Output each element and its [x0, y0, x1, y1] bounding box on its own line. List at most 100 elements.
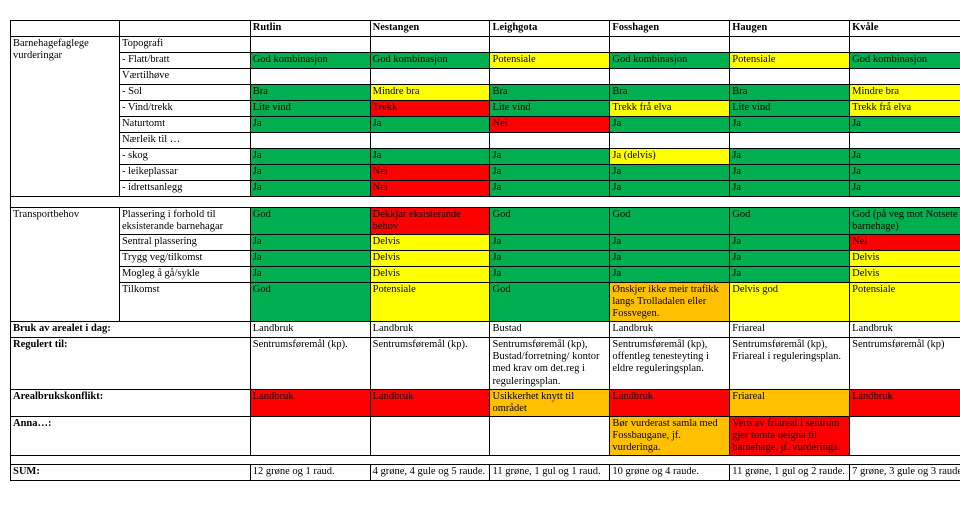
- cell: Ja: [730, 181, 850, 197]
- cell: Bra: [610, 85, 730, 101]
- cell: Potensiale: [490, 53, 610, 69]
- cell: Ja: [490, 165, 610, 181]
- cell: Ja: [730, 165, 850, 181]
- row-label: Arealbrukskonflikt:: [11, 389, 251, 416]
- cell: Ja: [610, 181, 730, 197]
- cell: Landbruk: [370, 389, 490, 416]
- cell: Bør vurderast samla med Fossbaugane, jf.…: [610, 416, 730, 455]
- cell: Ja: [610, 165, 730, 181]
- row-sub: - idrettsanlegg: [119, 181, 250, 197]
- cell: Ja: [730, 251, 850, 267]
- cell: Landbruk: [370, 322, 490, 338]
- cell: God kombinasjon: [250, 53, 370, 69]
- cell: Trekk frå elva: [610, 101, 730, 117]
- cell: Ja: [850, 117, 960, 133]
- cell: God kombinasjon: [370, 53, 490, 69]
- cell: Bra: [490, 85, 610, 101]
- cell: 4 grøne, 4 gule og 5 raude.: [370, 464, 490, 480]
- cell: Mindre bra: [370, 85, 490, 101]
- cell: Nei: [370, 165, 490, 181]
- cell: Sentrumsføremål (kp), Bustad/forretning/…: [490, 338, 610, 389]
- cell: Dekkjar eksisterande behov: [370, 208, 490, 235]
- cell: Ja: [490, 235, 610, 251]
- cell: Delvis: [370, 267, 490, 283]
- cell: Sentrumsføremål (kp): [850, 338, 960, 389]
- cell: Ja: [610, 267, 730, 283]
- cell: Nei: [490, 117, 610, 133]
- cell: Ja: [730, 235, 850, 251]
- cell: Landbruk: [850, 389, 960, 416]
- cell: Ja: [850, 149, 960, 165]
- cell: [250, 416, 370, 455]
- cell: Lite vind: [250, 101, 370, 117]
- cell: Ja: [490, 149, 610, 165]
- cell: Ja: [610, 117, 730, 133]
- cell: God kombinasjon: [610, 53, 730, 69]
- cell: Friareal: [730, 322, 850, 338]
- cell: Ja: [370, 149, 490, 165]
- cell: Ja: [850, 165, 960, 181]
- row-label: Regulert til:: [11, 338, 251, 389]
- row-sub: Naturtomt: [119, 117, 250, 133]
- row-sub: Trygg veg/tilkomst: [119, 251, 250, 267]
- cell: Sentrumsføremål (kp).: [370, 338, 490, 389]
- col-header: Haugen: [730, 21, 850, 37]
- cell: God: [250, 208, 370, 235]
- cell: God kombinasjon: [850, 53, 960, 69]
- cell: Ja: [730, 117, 850, 133]
- group-head: Værtilhøve: [119, 69, 250, 85]
- cell: Bra: [250, 85, 370, 101]
- cell: Trekk frå elva: [850, 101, 960, 117]
- evaluation-table: RutlinNestangenLeighgotaFosshagenHaugenK…: [10, 20, 960, 481]
- cell: Sentrumsføremål (kp).: [250, 338, 370, 389]
- cell: Landbruk: [610, 322, 730, 338]
- cell: Landbruk: [610, 389, 730, 416]
- cell: Ønskjer ikke meir trafikk langs Trollada…: [610, 283, 730, 322]
- cell: Potensiale: [370, 283, 490, 322]
- cell: God: [490, 208, 610, 235]
- cell: Nei: [850, 235, 960, 251]
- cell: Bra: [730, 85, 850, 101]
- col-header: Rutlin: [250, 21, 370, 37]
- row-sub: Mogleg å gå/sykle: [119, 267, 250, 283]
- cell: Landbruk: [250, 389, 370, 416]
- cell: Friareal: [730, 389, 850, 416]
- cell: Landbruk: [850, 322, 960, 338]
- cell: Sentrumsføremål (kp), offentleg tenestey…: [610, 338, 730, 389]
- row-sub: Sentral plassering: [119, 235, 250, 251]
- cell: Ja: [250, 181, 370, 197]
- cell: [370, 416, 490, 455]
- row-sub: - leikeplassar: [119, 165, 250, 181]
- cell: Ja: [490, 267, 610, 283]
- cell: 11 grøne, 1 gul og 2 raude.: [730, 464, 850, 480]
- cell: Ja: [250, 149, 370, 165]
- cell: Ja: [370, 117, 490, 133]
- cell: Sentrumsføremål (kp), Friareal i reguler…: [730, 338, 850, 389]
- col-header: Leighgota: [490, 21, 610, 37]
- cell: Nei: [370, 181, 490, 197]
- cell: [490, 416, 610, 455]
- cell: Delvis: [850, 251, 960, 267]
- row-label: Anna…:: [11, 416, 251, 455]
- section-label: Barnehagefaglege vurderingar: [11, 37, 120, 197]
- cell: 11 grøne, 1 gul og 1 raud.: [490, 464, 610, 480]
- col-header: Fosshagen: [610, 21, 730, 37]
- col-header: Kvåle: [850, 21, 960, 37]
- cell: Ja: [730, 149, 850, 165]
- cell: Delvis: [370, 251, 490, 267]
- cell: God: [730, 208, 850, 235]
- cell: Ja: [250, 117, 370, 133]
- cell: 12 grøne og 1 raud.: [250, 464, 370, 480]
- row-label: Bruk av arealet i dag:: [11, 322, 251, 338]
- cell: Ja: [250, 251, 370, 267]
- row-sub: - Sol: [119, 85, 250, 101]
- cell: Ja: [850, 181, 960, 197]
- group-head: Topografi: [119, 37, 250, 53]
- cell: 7 grøne, 3 gule og 3 raude.: [850, 464, 960, 480]
- cell: Ja: [250, 267, 370, 283]
- cell: Ja: [250, 235, 370, 251]
- row-label: SUM:: [11, 464, 251, 480]
- cell: Potensiale: [730, 53, 850, 69]
- cell: Trekk: [370, 101, 490, 117]
- cell: Lite vind: [730, 101, 850, 117]
